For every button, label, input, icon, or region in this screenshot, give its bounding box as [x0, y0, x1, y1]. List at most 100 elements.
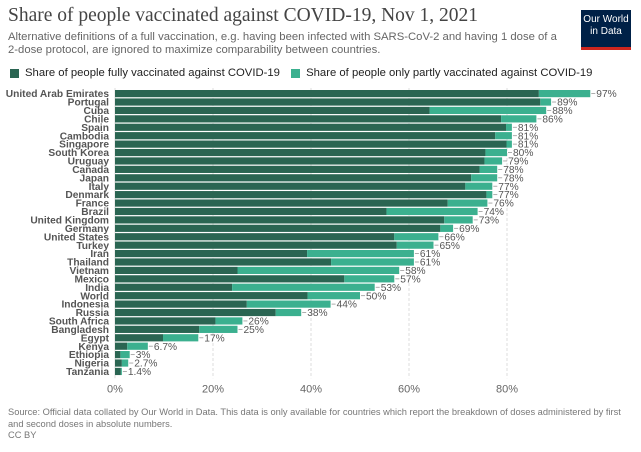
bar-partly-vaccinated[interactable] [199, 325, 238, 333]
bar-fully-vaccinated[interactable] [115, 148, 486, 157]
bar-partly-vaccinated[interactable] [485, 148, 507, 157]
bar-fully-vaccinated[interactable] [115, 308, 276, 317]
bar-fully-vaccinated[interactable] [115, 115, 502, 123]
category-label: Vietnam [70, 266, 109, 277]
bar-partly-vaccinated[interactable] [501, 115, 537, 123]
bar-fully-vaccinated[interactable] [115, 90, 539, 98]
bar-fully-vaccinated[interactable] [115, 266, 238, 275]
bar-partly-vaccinated[interactable] [237, 266, 400, 275]
bar-fully-vaccinated[interactable] [115, 199, 448, 207]
license-note: CC BY [8, 430, 37, 440]
bar-fully-vaccinated[interactable] [115, 98, 541, 106]
value-label: 77% [498, 190, 518, 201]
bar-partly-vaccinated[interactable] [386, 207, 478, 216]
bar-fully-vaccinated[interactable] [115, 292, 308, 300]
bar-partly-vaccinated[interactable] [394, 233, 439, 241]
bar-fully-vaccinated[interactable] [115, 106, 430, 115]
value-label: 78% [503, 173, 523, 184]
bar-partly-vaccinated[interactable] [495, 132, 512, 140]
bar-fully-vaccinated[interactable] [115, 140, 507, 148]
bar-partly-vaccinated[interactable] [121, 359, 129, 367]
x-tick-label: 20% [202, 383, 224, 395]
logo-line-2: in Data [590, 25, 622, 37]
chart-title: Share of people vaccinated against COVID… [8, 5, 479, 26]
bar-fully-vaccinated[interactable] [115, 283, 233, 291]
bar-partly-vaccinated[interactable] [331, 258, 414, 266]
bar-partly-vaccinated[interactable] [275, 308, 302, 317]
category-label: Portugal [68, 98, 109, 109]
bar-partly-vaccinated[interactable] [127, 342, 148, 350]
category-label: Tanzania [66, 367, 109, 378]
bar-fully-vaccinated[interactable] [115, 258, 332, 266]
bar-partly-vaccinated[interactable] [440, 224, 454, 232]
value-label: 65% [440, 241, 460, 252]
bar-partly-vaccinated[interactable] [344, 275, 395, 283]
bar-partly-vaccinated[interactable] [479, 165, 498, 173]
bar-partly-vaccinated[interactable] [120, 351, 130, 359]
bar-fully-vaccinated[interactable] [115, 165, 480, 173]
bar-partly-vaccinated[interactable] [246, 300, 331, 308]
bar-partly-vaccinated[interactable] [540, 98, 552, 106]
value-label: 26% [248, 317, 268, 328]
bar-partly-vaccinated[interactable] [429, 106, 547, 115]
category-label: India [85, 283, 109, 294]
bar-fully-vaccinated[interactable] [115, 249, 308, 258]
bar-partly-vaccinated[interactable] [120, 367, 122, 376]
bar-partly-vaccinated[interactable] [447, 199, 488, 207]
bar-fully-vaccinated[interactable] [115, 182, 466, 190]
bar-fully-vaccinated[interactable] [115, 207, 387, 216]
bar-partly-vaccinated[interactable] [506, 140, 512, 148]
bar-partly-vaccinated[interactable] [232, 283, 375, 291]
bar-fully-vaccinated[interactable] [115, 191, 487, 199]
legend-item-partial[interactable]: Share of people only partly vaccinated a… [291, 67, 592, 79]
bar-partly-vaccinated[interactable] [538, 90, 591, 98]
bar-fully-vaccinated[interactable] [115, 157, 485, 165]
x-tick-label: 0% [107, 383, 123, 395]
bar-fully-vaccinated[interactable] [115, 224, 441, 232]
bar-fully-vaccinated[interactable] [115, 367, 121, 376]
bar-fully-vaccinated[interactable] [115, 216, 445, 224]
bar-fully-vaccinated[interactable] [115, 123, 507, 131]
bar-fully-vaccinated[interactable] [115, 359, 122, 367]
category-label: Thailand [67, 258, 109, 269]
value-label: 58% [405, 266, 425, 277]
value-label: 81% [518, 131, 538, 142]
bar-fully-vaccinated[interactable] [115, 275, 345, 283]
bar-fully-vaccinated[interactable] [115, 325, 200, 333]
value-label: 25% [244, 325, 264, 336]
bar-fully-vaccinated[interactable] [115, 342, 128, 350]
category-label: Spain [81, 123, 109, 134]
bar-partly-vaccinated[interactable] [396, 241, 434, 249]
bar-partly-vaccinated[interactable] [163, 334, 199, 342]
bar-fully-vaccinated[interactable] [115, 132, 496, 140]
category-label: Japan [80, 173, 109, 184]
bar-fully-vaccinated[interactable] [115, 351, 121, 359]
x-tick-label: 40% [300, 383, 322, 395]
bar-partly-vaccinated[interactable] [486, 191, 493, 199]
bar-partly-vaccinated[interactable] [307, 249, 414, 258]
bar-fully-vaccinated[interactable] [115, 334, 164, 342]
bar-fully-vaccinated[interactable] [115, 241, 397, 249]
bar-partly-vaccinated[interactable] [471, 174, 498, 182]
bar-partly-vaccinated[interactable] [307, 292, 360, 300]
category-label: Singapore [59, 140, 109, 151]
category-label: Cuba [84, 106, 110, 117]
chart-footer: Source: Official data collated by Our Wo… [8, 407, 633, 442]
category-label: United Arab Emirates [6, 89, 110, 100]
category-label: Iran [90, 249, 109, 260]
value-label: 88% [552, 106, 572, 117]
owid-logo[interactable]: Our World in Data [581, 10, 631, 50]
category-label: Indonesia [61, 300, 109, 311]
legend-item-full[interactable]: Share of people fully vaccinated against… [10, 67, 280, 79]
category-label: World [80, 291, 109, 302]
bar-fully-vaccinated[interactable] [115, 317, 216, 325]
bar-partly-vaccinated[interactable] [506, 123, 512, 131]
bar-partly-vaccinated[interactable] [465, 182, 493, 190]
bar-fully-vaccinated[interactable] [115, 300, 247, 308]
bar-partly-vaccinated[interactable] [484, 157, 503, 165]
bar-fully-vaccinated[interactable] [115, 233, 395, 241]
value-label: 80% [513, 148, 533, 159]
bar-partly-vaccinated[interactable] [215, 317, 243, 325]
bar-partly-vaccinated[interactable] [444, 216, 473, 224]
bar-fully-vaccinated[interactable] [115, 174, 472, 182]
